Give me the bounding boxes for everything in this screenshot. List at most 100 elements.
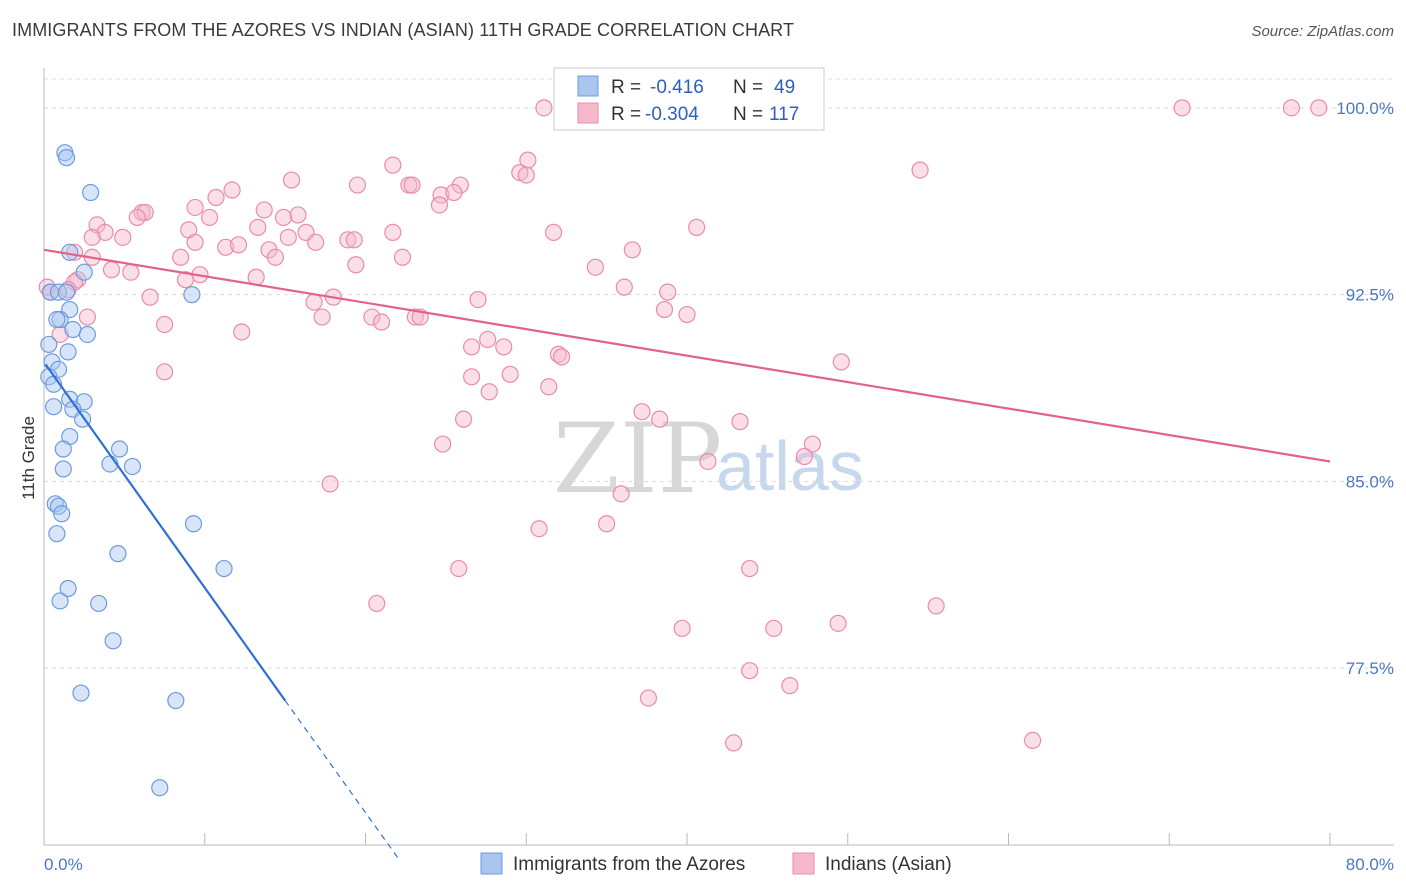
azores-point-40 xyxy=(90,594,108,613)
indians-asian-point-104 xyxy=(450,559,468,578)
indians-asian-point-71 xyxy=(313,308,331,326)
bottom-legend: Immigrants from the Azores Indians (Asia… xyxy=(480,852,952,875)
indians-asian-point-106 xyxy=(368,594,386,613)
indians-asian-point-43 xyxy=(229,236,248,254)
watermark: ZIP atlas xyxy=(553,403,864,515)
indians-asian-point-34 xyxy=(544,223,563,241)
indians-asian-point-82 xyxy=(462,338,481,356)
azores-point-33 xyxy=(53,505,71,523)
indians-asian-point-100 xyxy=(321,475,339,493)
indians-asian-point-94 xyxy=(651,410,669,428)
source-label: Source: ZipAtlas.com xyxy=(1251,23,1394,40)
azores-point-29 xyxy=(123,457,142,476)
watermark-zip: ZIP xyxy=(553,403,722,515)
indians-asian-point-74 xyxy=(406,308,424,326)
azores-point-37 xyxy=(215,559,233,578)
azores-point-8 xyxy=(183,286,201,304)
trend-line-indians-asian xyxy=(43,248,1331,463)
x-tick-label-right: 80.0% xyxy=(1346,855,1394,874)
azores-point-39 xyxy=(51,592,69,610)
azores-point-15 xyxy=(59,343,77,361)
indians-asian-point-9 xyxy=(911,161,929,179)
indians-asian-point-112 xyxy=(781,677,799,695)
indians-asian-point-10 xyxy=(282,171,301,189)
series-immigrants-azores xyxy=(40,144,233,797)
y-tick-label-3: 77.5% xyxy=(1346,659,1394,678)
indians-asian-point-89 xyxy=(501,365,519,383)
indians-asian-point-26 xyxy=(128,208,146,227)
indians-asian-point-101 xyxy=(612,485,630,503)
indians-asian-point-102 xyxy=(598,515,616,533)
legend-r-label-1: R = xyxy=(611,77,641,98)
indians-asian-point-114 xyxy=(1024,731,1042,750)
indians-asian-point-32 xyxy=(96,223,114,241)
azores-point-36 xyxy=(109,545,127,563)
indians-asian-point-5 xyxy=(519,151,537,169)
indians-asian-point-44 xyxy=(186,233,204,251)
indians-asian-point-37 xyxy=(83,228,101,246)
bottom-legend-label-2: Indians (Asian) xyxy=(825,854,952,875)
indians-asian-point-38 xyxy=(279,228,297,246)
chart-title: IMMIGRANTS FROM THE AZORES VS INDIAN (AS… xyxy=(12,20,795,40)
azores-point-27 xyxy=(54,440,72,458)
indians-asian-point-76 xyxy=(678,305,696,324)
legend-frame xyxy=(553,67,825,131)
azores-point-26 xyxy=(110,440,129,458)
indians-asian-point-66 xyxy=(469,291,487,309)
indians-asian-point-108 xyxy=(829,614,847,632)
indians-asian-point-53 xyxy=(586,258,604,276)
azores-point-35 xyxy=(48,525,66,543)
indians-asian-point-92 xyxy=(633,403,651,421)
indians-asian-point-52 xyxy=(623,241,641,259)
indians-asian-point-109 xyxy=(673,619,691,637)
indians-asian-point-48 xyxy=(172,248,190,266)
indians-asian-point-4 xyxy=(1310,99,1328,117)
indians-asian-point-27 xyxy=(200,208,219,227)
indians-asian-point-18 xyxy=(445,183,463,202)
bottom-legend-swatch-pink xyxy=(792,852,815,875)
indians-asian-point-88 xyxy=(462,368,481,386)
indians-asian-point-24 xyxy=(289,206,307,224)
legend-n-label-1: N = xyxy=(733,77,763,98)
legend-n-value-1: 49 xyxy=(774,77,795,98)
azores-point-41 xyxy=(104,632,122,650)
y-axis-label: 11th Grade xyxy=(19,416,38,500)
y-tick-labels: 100.0% 92.5% 85.0% 77.5% xyxy=(1336,99,1394,678)
trend-lines xyxy=(43,248,1331,858)
indians-asian-point-96 xyxy=(434,435,452,453)
indians-asian-point-51 xyxy=(347,256,365,274)
indians-asian-point-15 xyxy=(223,181,241,199)
indians-asian-point-2 xyxy=(1173,99,1191,117)
indians-asian-point-115 xyxy=(725,734,743,752)
legend-swatch-pink xyxy=(577,102,599,124)
indians-asian-point-58 xyxy=(176,271,195,289)
y-tick-label-0: 100.0% xyxy=(1336,99,1394,118)
indians-asian-point-91 xyxy=(480,383,498,401)
indians-asian-point-86 xyxy=(832,353,850,371)
indians-asian-point-87 xyxy=(155,363,174,381)
indians-asian-point-103 xyxy=(530,520,548,538)
azores-point-7 xyxy=(57,283,76,301)
indians-asian-point-110 xyxy=(765,619,783,637)
azores-point-38 xyxy=(59,579,77,598)
indians-asian-point-36 xyxy=(114,228,132,246)
indians-asian-point-42 xyxy=(217,238,235,256)
indians-asian-point-39 xyxy=(307,233,325,251)
azores-point-2 xyxy=(82,183,100,202)
indians-asian-point-25 xyxy=(274,208,293,227)
indians-asian-point-19 xyxy=(186,198,204,217)
x-ticks xyxy=(43,833,1331,845)
indians-asian-point-77 xyxy=(655,300,674,319)
indians-asian-point-11 xyxy=(348,176,367,194)
legend-r-value-2: -0.304 xyxy=(645,104,699,125)
azores-point-22 xyxy=(45,398,63,416)
indians-asian-point-67 xyxy=(615,278,633,296)
indians-asian-point-54 xyxy=(122,263,140,281)
azores-point-12 xyxy=(64,320,82,339)
watermark-atlas: atlas xyxy=(716,427,864,505)
legend-r-value-1: -0.416 xyxy=(650,77,704,98)
indians-asian-point-81 xyxy=(479,330,497,349)
azores-point-34 xyxy=(184,515,203,533)
legend-n-value-2: 117 xyxy=(769,104,799,125)
indians-asian-point-21 xyxy=(255,201,273,219)
